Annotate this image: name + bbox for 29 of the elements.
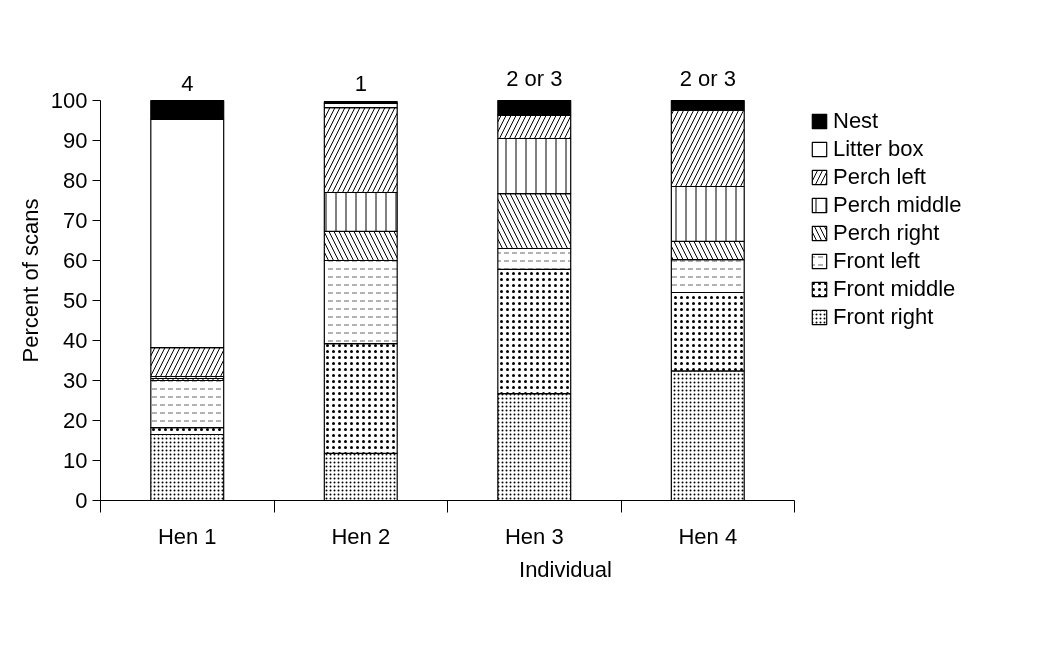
x-axis-title: Individual [519, 556, 612, 582]
legend-label: Nest [833, 108, 879, 134]
y-tick-label: 70 [63, 208, 88, 233]
x-tick-label: Hen 4 [678, 523, 738, 549]
y-axis-title: Percent of scans [17, 198, 43, 363]
text: 2 or 3 [679, 65, 736, 91]
y-tick-label: 40 [63, 328, 88, 353]
legend-label: Front right [833, 304, 934, 330]
legend-label: Perch right [833, 220, 940, 246]
text: 1 [354, 70, 367, 96]
x-tick-label: Hen 2 [331, 523, 391, 549]
text: 2 or 3 [506, 65, 563, 91]
y-tick-label: 90 [63, 128, 88, 153]
y-tick-label: 30 [63, 368, 88, 393]
y-tick-label: 50 [63, 288, 88, 313]
y-tick-label: 10 [63, 448, 88, 473]
legend-label: Perch left [833, 164, 926, 190]
x-tick-label: Hen 1 [157, 523, 217, 549]
y-tick-label: 20 [63, 408, 88, 433]
x-tick-label: Hen 3 [504, 523, 564, 549]
y-tick-label: 60 [63, 248, 88, 273]
legend-label: Front left [833, 248, 920, 274]
legend-label: Perch middle [833, 192, 962, 218]
y-tick-label: 80 [63, 168, 88, 193]
text: 4 [181, 70, 194, 96]
legend-label: Litter box [833, 136, 924, 162]
y-tick-label: 0 [75, 488, 88, 513]
legend-label: Front middle [833, 276, 956, 302]
y-tick-label: 100 [50, 88, 88, 113]
